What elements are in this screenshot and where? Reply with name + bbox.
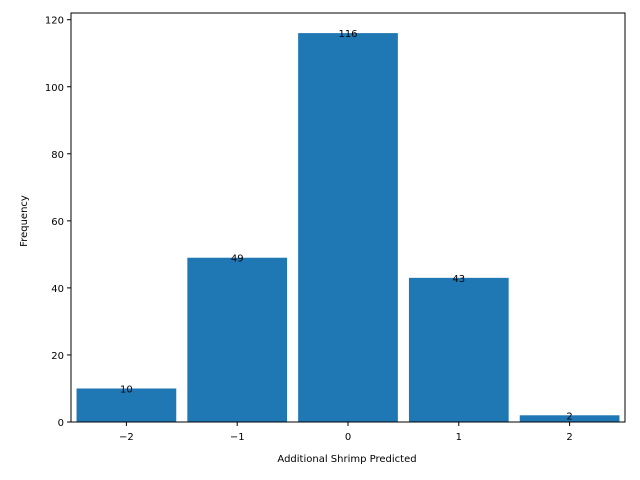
y-tick-label-3: 60 xyxy=(51,217,64,228)
x-tick-label-2: 0 xyxy=(345,432,351,443)
y-tick-label-6: 120 xyxy=(45,16,64,27)
x-tick-label-1: −1 xyxy=(230,432,245,443)
data-label-3: 43 xyxy=(452,274,465,285)
bars-group xyxy=(76,33,620,423)
x-axis-ticks: −2 −1 0 1 2 xyxy=(119,422,573,443)
data-label-1: 49 xyxy=(231,254,244,265)
x-axis-label: Additional Shrimp Predicted xyxy=(277,454,416,465)
bar-4 xyxy=(519,415,620,422)
x-tick-label-0: −2 xyxy=(119,432,134,443)
bar-3 xyxy=(408,277,509,422)
bar-2 xyxy=(298,33,398,423)
data-label-2: 116 xyxy=(338,29,357,40)
y-axis-label: Frequency xyxy=(19,195,30,247)
y-tick-label-0: 0 xyxy=(58,418,64,429)
y-tick-label-5: 100 xyxy=(45,83,64,94)
bar-1 xyxy=(187,257,288,422)
x-tick-label-4: 2 xyxy=(566,432,572,443)
bar-0 xyxy=(76,388,177,422)
data-label-0: 10 xyxy=(120,384,133,395)
y-tick-label-2: 40 xyxy=(51,284,64,295)
data-labels-group: 10 49 116 43 2 xyxy=(120,29,573,422)
x-tick-label-3: 1 xyxy=(456,432,462,443)
y-tick-label-1: 20 xyxy=(51,351,64,362)
y-tick-label-4: 80 xyxy=(51,150,64,161)
data-label-4: 2 xyxy=(566,411,572,422)
y-axis-ticks: 0 20 40 60 80 100 120 xyxy=(45,16,71,429)
